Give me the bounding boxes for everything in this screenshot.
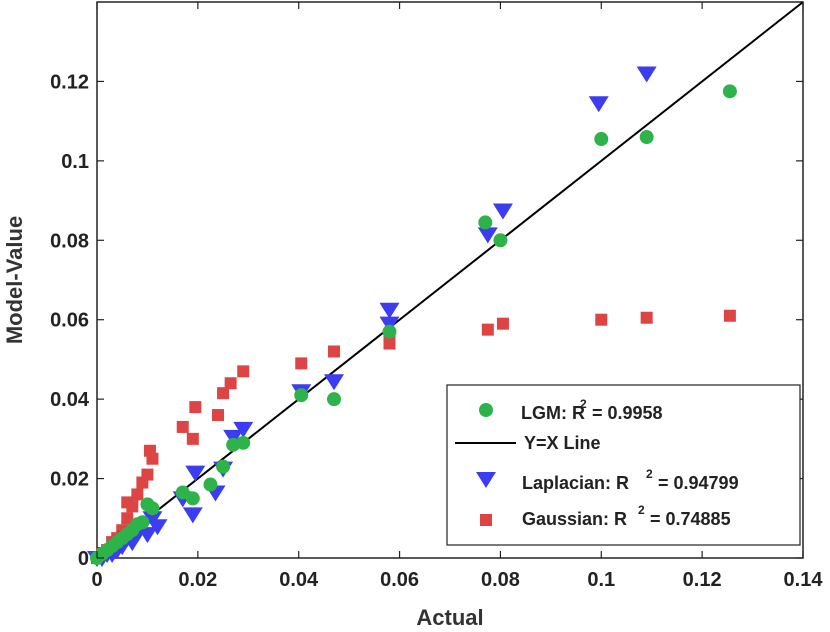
x-tick-label: 0.1: [587, 569, 615, 591]
lgm-point: [203, 477, 218, 492]
lgm-point: [145, 501, 160, 516]
x-tick-label: 0.06: [380, 569, 419, 591]
lgm-point: [493, 233, 508, 248]
lgm-point: [382, 324, 397, 339]
legend-lgm-sup: 2: [580, 397, 587, 411]
ticks-layer: 0 0.02 0.04 0.06 0.08 0.1 0.12 0.1400.020.040.0…: [50, 2, 823, 591]
legend-lgm-marker: [479, 403, 493, 417]
legend: LGM: R 2 = 0.9958 Y=X Line Laplacian: R …: [446, 384, 801, 546]
laplacian-point: [477, 227, 498, 244]
legend-laplacian-marker: [476, 472, 496, 488]
legend-lgm-label: LGM: R: [521, 403, 585, 423]
y-tick-label: 0.08: [50, 230, 89, 252]
x-tick-label: 0.02: [178, 569, 217, 591]
x-axis-label: Actual: [416, 605, 483, 630]
lgm-point: [639, 130, 654, 145]
gaussian-point: [328, 345, 341, 358]
legend-laplacian-sup: 2: [646, 467, 653, 481]
legend-gaussian-label: Gaussian: R: [522, 509, 627, 529]
lgm-point: [216, 459, 231, 474]
lgm-point: [185, 491, 200, 506]
gaussian-point: [176, 420, 189, 433]
legend-box: [446, 384, 801, 546]
gaussian-point: [131, 488, 144, 501]
lgm-point: [327, 392, 342, 407]
laplacian-point: [147, 519, 168, 536]
gaussian-point: [126, 500, 139, 513]
laplacian-point: [137, 527, 158, 544]
legend-gaussian-r2: = 0.74885: [650, 509, 731, 529]
lgm-point: [594, 132, 609, 147]
x-tick-label: 0: [91, 569, 102, 591]
gaussian-point: [189, 401, 202, 414]
lgm-point: [294, 388, 309, 403]
y-axis-label: Model-Value: [2, 216, 27, 344]
yx-reference-line: [96, 1, 804, 559]
laplacian-point: [379, 302, 400, 319]
laplacian-point: [324, 374, 345, 391]
gaussian-point: [723, 309, 736, 322]
legend-lgm-r2: = 0.9958: [592, 403, 663, 423]
laplacian-point: [185, 465, 206, 482]
x-tick-label: 0.14: [784, 569, 824, 591]
y-tick-label: 0.04: [50, 389, 90, 411]
gaussian-point: [224, 377, 237, 390]
x-tick-label: 0.12: [683, 569, 722, 591]
x-tick-label: 0.08: [481, 569, 520, 591]
legend-laplacian-r2: = 0.94799: [658, 473, 739, 493]
y-tick-label: 0.02: [50, 469, 89, 491]
y-tick-label: 0.12: [50, 71, 89, 93]
legend-yx-label: Y=X Line: [524, 433, 601, 453]
laplacian-point: [492, 203, 513, 220]
gaussian-point: [212, 409, 225, 422]
gaussian-point: [237, 365, 250, 378]
gaussian-point: [143, 444, 156, 457]
lgm-point: [722, 84, 737, 99]
legend-gaussian-sup: 2: [638, 503, 645, 517]
y-tick-label: 0.06: [50, 310, 89, 332]
gaussian-point: [217, 387, 230, 400]
gaussian-point: [481, 323, 494, 336]
gaussian-point: [186, 432, 199, 445]
lgm-point: [175, 485, 190, 500]
laplacian-point: [636, 66, 657, 83]
legend-gaussian-marker: [480, 514, 492, 526]
legend-laplacian-label: Laplacian: R: [522, 473, 629, 493]
lgm-point: [236, 435, 251, 450]
reference-line-layer: [96, 1, 804, 559]
laplacian-point: [233, 421, 254, 438]
lgm-point: [478, 215, 493, 230]
gaussian-point: [595, 313, 608, 326]
gaussian-point: [640, 311, 653, 324]
lgm-point: [135, 515, 150, 530]
laplacian-point: [182, 507, 203, 524]
gaussian-point: [295, 357, 308, 370]
y-tick-label: 0.1: [61, 151, 89, 173]
y-tick-label: 0: [78, 548, 89, 570]
gaussian-point: [121, 512, 134, 525]
x-tick-label: 0.04: [279, 569, 319, 591]
gaussian-point: [496, 317, 509, 330]
gaussian-point: [141, 468, 154, 481]
laplacian-point: [588, 96, 609, 113]
